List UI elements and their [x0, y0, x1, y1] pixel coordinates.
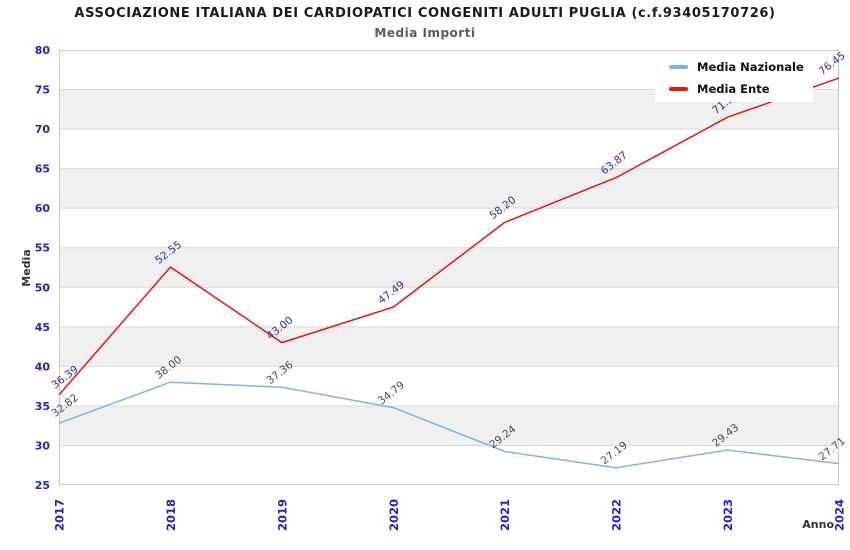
plot-band: [59, 366, 839, 406]
y-axis-title: Media: [20, 249, 33, 286]
x-axis-tick-label: 2024: [833, 499, 847, 531]
legend-label: Media Ente: [697, 82, 770, 96]
x-axis-tick-labels: 2017 2018 2019 2020 2021 2022 2023 2024: [53, 499, 847, 531]
chart-subtitle: Media Importi: [374, 26, 476, 40]
plot-band: [59, 247, 839, 288]
series-lines: [58, 77, 840, 469]
legend-item-media-nazionale: Media Nazionale: [669, 57, 813, 77]
plot-border: [59, 50, 839, 485]
y-axis-tick-label: 60: [35, 202, 51, 215]
y-axis-tick-label: 55: [35, 242, 50, 255]
x-axis-tick-label: 2019: [275, 499, 289, 531]
legend-marker-line-icon: [669, 65, 688, 69]
x-axis-tick-label: 2020: [387, 499, 401, 531]
legend-label: Media Nazionale: [697, 60, 804, 74]
y-axis-tick-label: 45: [35, 321, 50, 334]
plot-border: [59, 50, 839, 485]
plot-bands: [59, 50, 839, 485]
chart-title: ASSOCIAZIONE ITALIANA DEI CARDIOPATICI C…: [74, 6, 776, 21]
y-axis-tick-label: 50: [35, 281, 51, 294]
x-axis-tick-label: 2017: [53, 499, 67, 531]
y-axis-tick-label: 40: [35, 360, 51, 373]
plot-band: [59, 208, 839, 248]
y-axis-tick-labels: 25 30 35 40 45 50 55 60 65 70 75 80: [35, 44, 51, 492]
plot-band: [59, 168, 839, 209]
plot-band: [59, 445, 839, 485]
series-line-media-ente: [58, 77, 840, 396]
y-axis-tick-label: 35: [35, 400, 50, 413]
x-axis-title: Anno: [802, 518, 834, 531]
plot-band: [59, 405, 839, 446]
x-axis-tick-label: 2022: [610, 499, 624, 531]
y-axis-tick-label: 70: [35, 123, 51, 136]
legend: Media Nazionale Media Ente: [655, 55, 813, 102]
x-axis-tick-label: 2023: [721, 499, 735, 531]
plot-band: [59, 287, 839, 327]
legend-marker-line-icon: [669, 87, 688, 91]
y-axis-tick-label: 75: [35, 84, 50, 97]
plot-band: [59, 326, 839, 367]
y-axis-tick-label: 80: [35, 44, 51, 57]
x-axis-tick-label: 2018: [164, 499, 178, 531]
gridlines: [59, 89, 839, 446]
y-axis-tick-label: 25: [35, 479, 50, 492]
x-axis-tick-label: 2021: [498, 499, 512, 531]
y-axis-tick-label: 65: [35, 163, 50, 176]
series-line-media-nazionale: [58, 381, 840, 469]
plot-band: [59, 129, 839, 169]
legend-item-media-ente: Media Ente: [669, 79, 813, 99]
y-axis-tick-label: 30: [35, 439, 51, 452]
